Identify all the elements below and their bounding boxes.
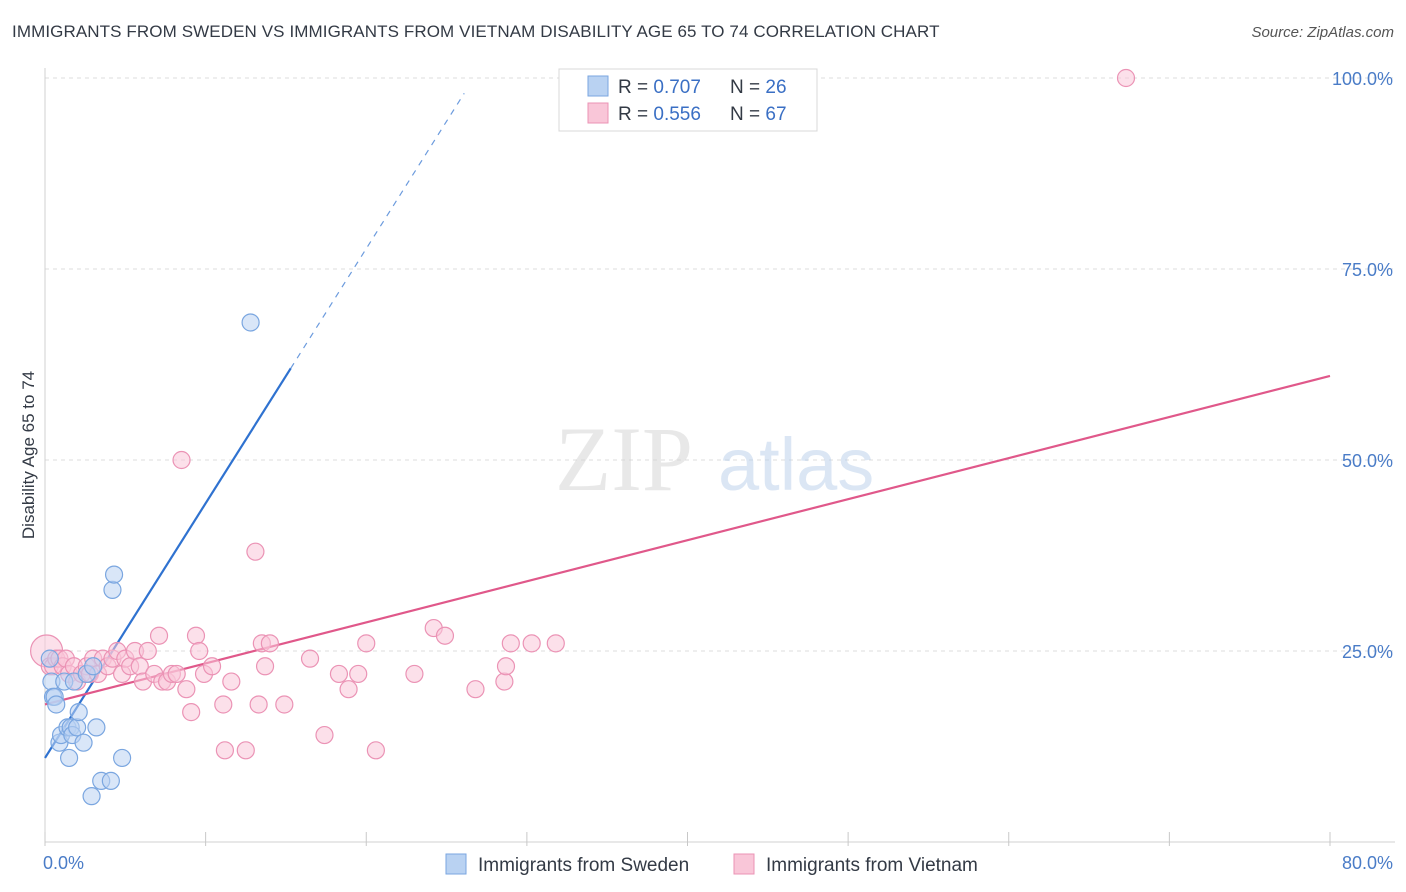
data-point-vietnam: [186, 626, 206, 645]
legend-n-sweden: 26: [765, 77, 786, 98]
x-tick-label-max: 80.0%: [1342, 853, 1393, 873]
y-axis-label: Disability Age 65 to 74: [19, 371, 38, 539]
data-point-vietnam: [466, 680, 485, 699]
svg-text:R = 0.556: R = 0.556: [618, 104, 701, 125]
data-point-sweden: [82, 787, 101, 806]
grid-layer: [45, 77, 1395, 652]
data-point-vietnam: [246, 542, 265, 561]
watermark-atlas: atlas: [718, 423, 874, 506]
data-point-vietnam: [190, 641, 209, 661]
axis-layer: 25.0% 50.0% 75.0% 100.0% 0.0% 80.0%: [43, 68, 1395, 873]
legend-swatch-sweden: [587, 75, 609, 97]
x-tick-label-min: 0.0%: [43, 853, 84, 873]
source-label: Source: ZipAtlas.com: [1251, 24, 1394, 41]
data-point-vietnam: [435, 626, 455, 645]
data-point-vietnam: [366, 741, 385, 760]
data-point-sweden: [69, 703, 88, 722]
data-point-sweden: [47, 695, 66, 714]
bottom-legend-swatch-sweden: [445, 853, 467, 875]
data-point-vietnam: [236, 741, 255, 760]
data-point-sweden: [101, 771, 120, 790]
data-point-vietnam: [496, 657, 516, 676]
watermark-zip: ZIP: [555, 408, 693, 510]
y-tick-label: 75.0%: [1342, 260, 1393, 280]
data-point-vietnam: [167, 664, 186, 684]
svg-text:N = 67: N = 67: [730, 104, 787, 125]
y-tick-label: 50.0%: [1342, 451, 1393, 471]
legend-swatch-vietnam: [587, 102, 609, 124]
data-point-sweden: [40, 649, 59, 668]
data-point-vietnam: [546, 634, 565, 653]
data-point-vietnam: [215, 741, 234, 760]
chart-title: IMMIGRANTS FROM SWEDEN VS IMMIGRANTS FRO…: [12, 22, 940, 41]
data-point-vietnam: [149, 626, 169, 645]
data-point-vietnam: [357, 634, 376, 653]
data-point-sweden: [59, 748, 79, 768]
data-point-vietnam: [182, 703, 201, 722]
correlation-legend: R = 0.707 N = 26 R = 0.556 N = 67: [558, 68, 818, 132]
data-point-sweden: [84, 657, 103, 676]
trend-line-extension-sweden: [290, 92, 465, 369]
data-point-vietnam: [405, 664, 424, 684]
data-point-vietnam: [300, 649, 320, 668]
data-point-vietnam: [255, 657, 275, 676]
legend-n-label-sweden: N =: [730, 77, 765, 98]
watermark: ZIP atlas: [555, 408, 874, 510]
data-point-vietnam: [522, 634, 541, 653]
data-point-vietnam: [249, 695, 268, 714]
data-point-vietnam: [329, 664, 349, 684]
bottom-legend-label-sweden: Immigrants from Sweden: [478, 855, 689, 876]
data-point-vietnam: [1116, 68, 1136, 88]
y-tick-label: 100.0%: [1332, 69, 1393, 89]
data-point-vietnam: [315, 725, 334, 745]
data-point-sweden: [104, 565, 124, 584]
legend-r-label-vietnam: R =: [618, 104, 653, 125]
svg-text:N = 26: N = 26: [730, 77, 787, 98]
legend-r-label-sweden: R =: [618, 77, 653, 98]
data-point-vietnam: [202, 657, 222, 676]
data-point-vietnam: [501, 634, 520, 653]
data-point-sweden: [68, 718, 87, 737]
bottom-legend-swatch-vietnam: [733, 853, 755, 875]
data-point-vietnam: [172, 450, 191, 470]
legend-n-vietnam: 67: [765, 104, 786, 125]
bottom-legend-label-vietnam: Immigrants from Vietnam: [766, 855, 978, 876]
y-tick-label: 25.0%: [1342, 642, 1393, 662]
legend-r-vietnam: 0.556: [653, 104, 701, 125]
legend-n-label-vietnam: N =: [730, 104, 765, 125]
data-point-vietnam: [222, 672, 241, 691]
svg-text:R = 0.707: R = 0.707: [618, 77, 701, 98]
point-layer: [30, 68, 1136, 806]
data-point-sweden: [112, 748, 132, 768]
data-point-vietnam: [495, 672, 514, 691]
legend-r-sweden: 0.707: [653, 77, 701, 98]
data-point-vietnam: [339, 680, 358, 699]
data-point-sweden: [74, 733, 93, 752]
data-point-vietnam: [214, 695, 233, 714]
data-point-vietnam: [260, 634, 279, 653]
data-point-sweden: [87, 718, 106, 737]
data-point-vietnam: [349, 664, 368, 684]
bottom-legend: Immigrants from Sweden Immigrants from V…: [445, 853, 978, 876]
data-point-sweden: [103, 580, 122, 599]
data-point-vietnam: [138, 641, 157, 661]
data-point-vietnam: [275, 695, 294, 714]
data-point-vietnam: [177, 680, 196, 699]
data-point-sweden: [241, 313, 260, 332]
